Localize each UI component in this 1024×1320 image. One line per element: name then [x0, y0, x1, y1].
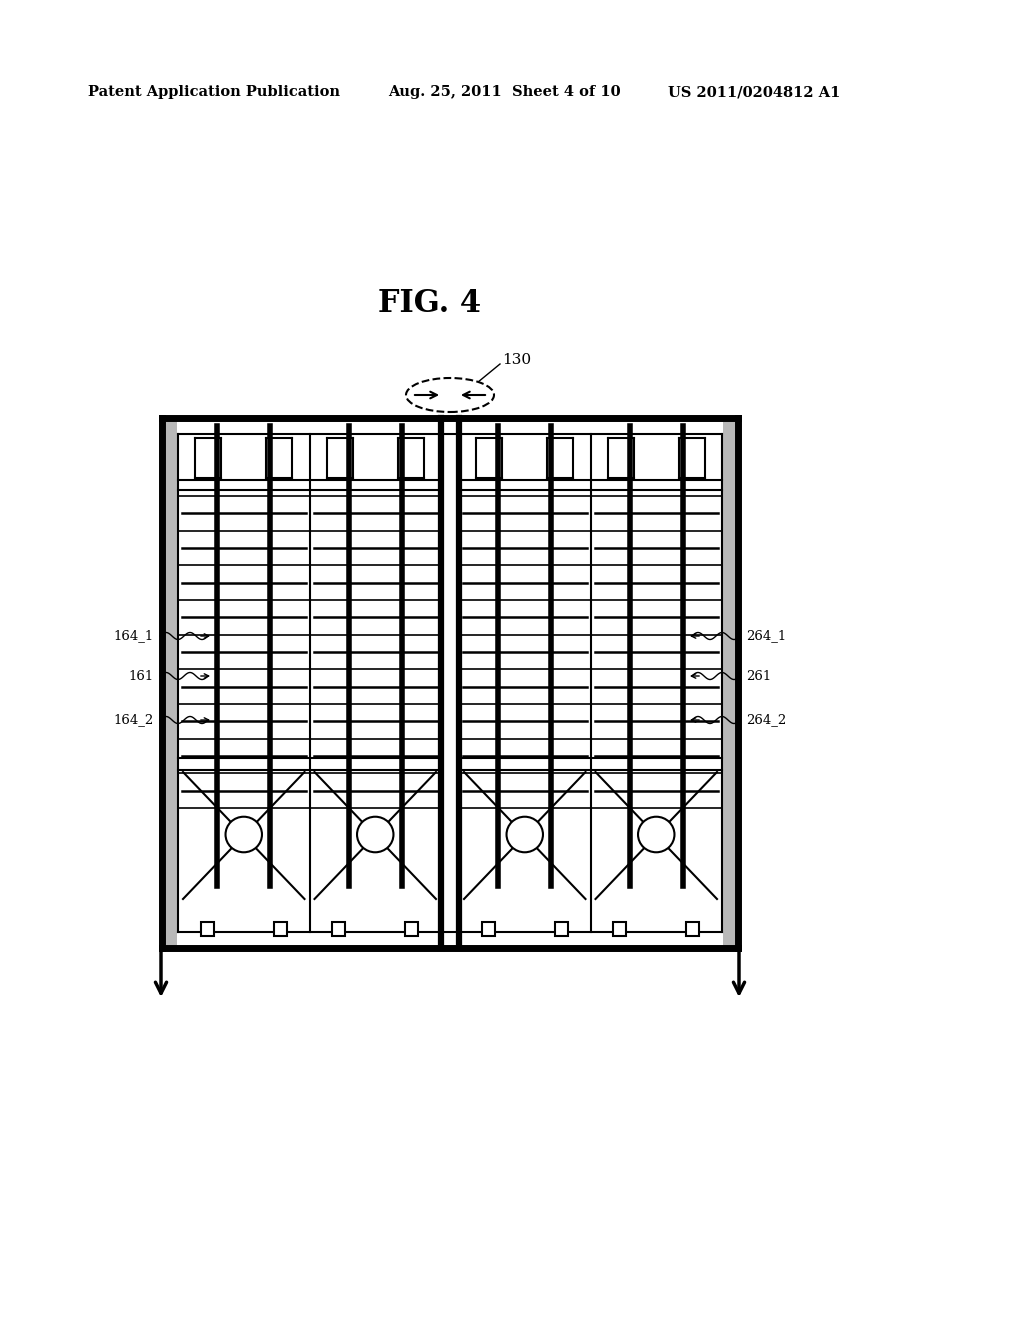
Bar — [686, 921, 699, 936]
Text: Patent Application Publication: Patent Application Publication — [88, 84, 340, 99]
Ellipse shape — [225, 817, 262, 853]
Bar — [482, 921, 495, 936]
Bar — [723, 420, 736, 946]
Bar — [333, 921, 345, 936]
Bar — [201, 921, 214, 936]
Text: 264_1: 264_1 — [746, 630, 786, 643]
Text: 261: 261 — [746, 669, 771, 682]
Text: 164_1: 164_1 — [114, 630, 154, 643]
Bar — [273, 921, 287, 936]
Bar — [555, 921, 567, 936]
Text: US 2011/0204812 A1: US 2011/0204812 A1 — [668, 84, 841, 99]
Bar — [164, 420, 177, 946]
Ellipse shape — [357, 817, 393, 853]
Text: 161: 161 — [129, 669, 154, 682]
Text: 130: 130 — [502, 352, 531, 367]
Ellipse shape — [638, 817, 675, 853]
Text: FIG. 4: FIG. 4 — [379, 288, 481, 318]
Ellipse shape — [507, 817, 543, 853]
Ellipse shape — [406, 378, 494, 412]
Text: 264_2: 264_2 — [746, 714, 786, 726]
Bar — [613, 921, 627, 936]
Bar — [406, 921, 418, 936]
Text: Aug. 25, 2011  Sheet 4 of 10: Aug. 25, 2011 Sheet 4 of 10 — [388, 84, 621, 99]
Text: 164_2: 164_2 — [114, 714, 154, 726]
